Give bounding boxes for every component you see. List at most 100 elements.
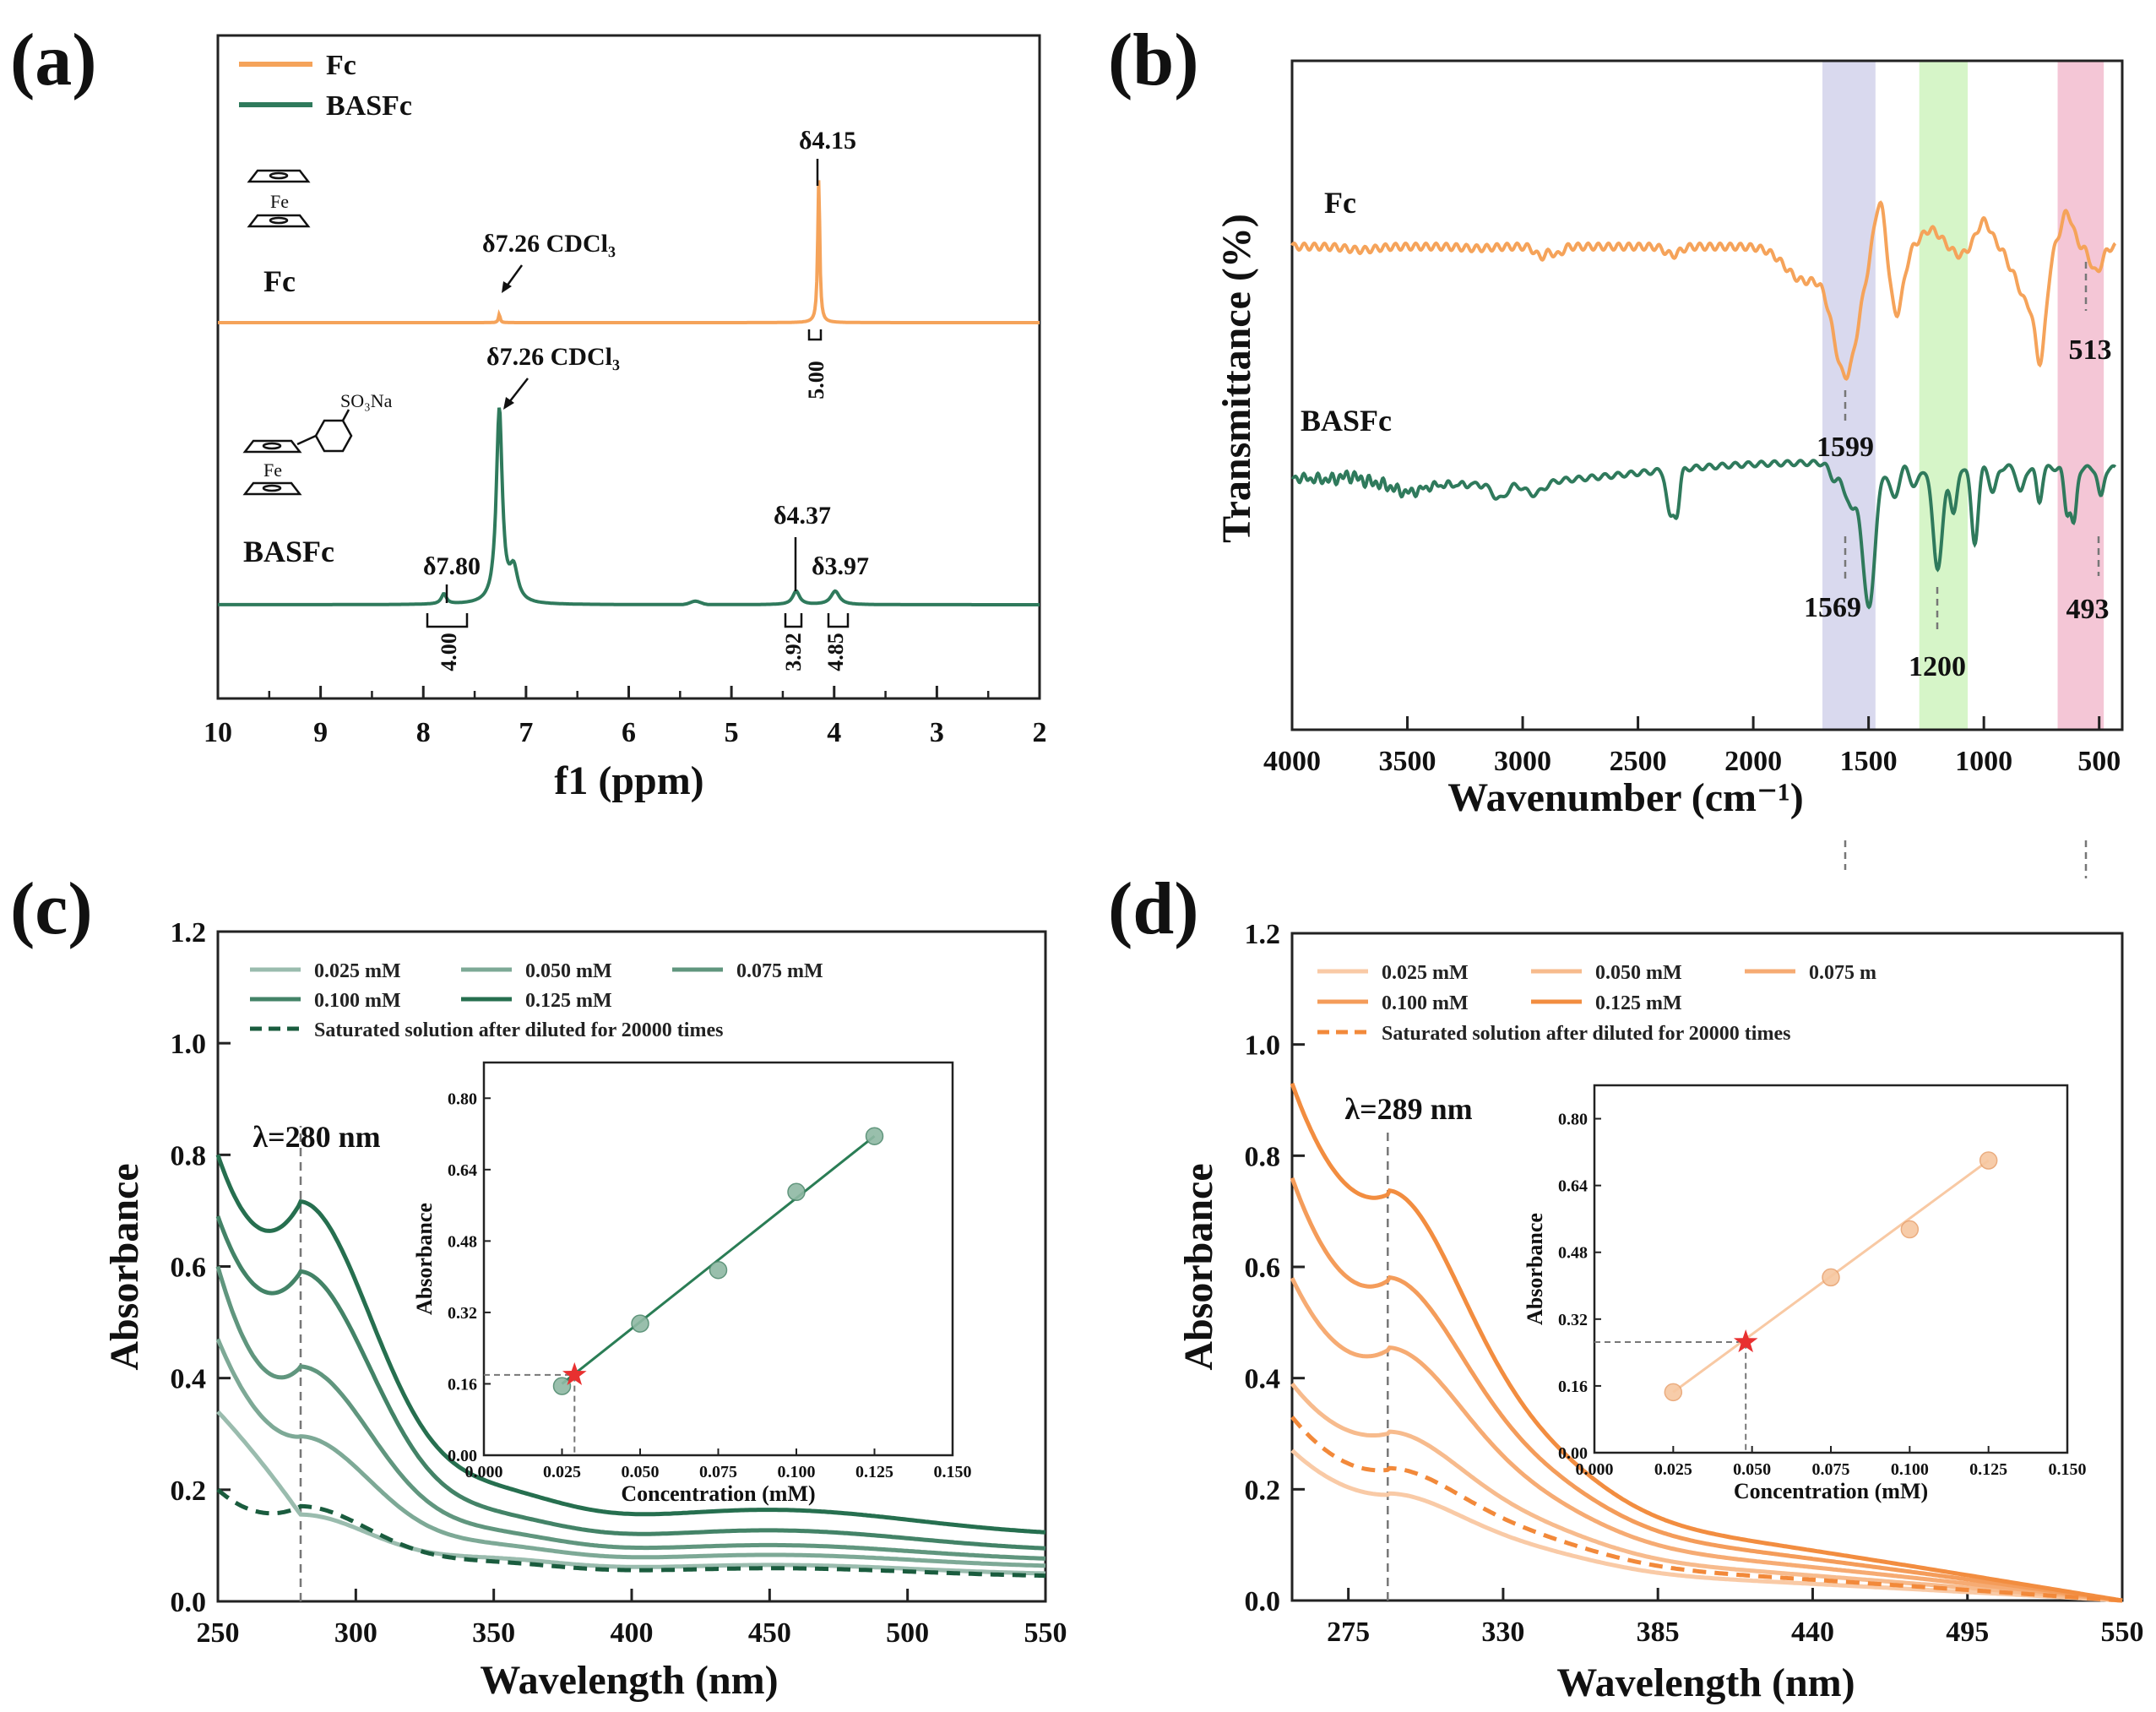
fc-peak-label: δ4.15 bbox=[799, 127, 856, 155]
d-inset-y-tick-label: 0.80 bbox=[1558, 1111, 1588, 1129]
c-x-tick-label: 250 bbox=[197, 1617, 240, 1649]
d-inset-x-tick-label: 0.000 bbox=[1576, 1460, 1614, 1479]
d-inset-star-marker bbox=[1733, 1329, 1758, 1353]
panel-d: (d) 275 330 385 440 495 550 0.0 0.2 0.4 0.6 0.8 1.… bbox=[1108, 868, 2144, 1705]
c-legend-label: 0.100 mM bbox=[314, 990, 401, 1012]
a-x-tick-label: 10 bbox=[204, 717, 232, 748]
c-x-tick-label: 400 bbox=[611, 1617, 654, 1649]
d-legend-label: 0.050 mM bbox=[1595, 962, 1682, 984]
peak-1599-label: 1599 bbox=[1817, 432, 1874, 463]
c-legend-label: 0.050 mM bbox=[525, 960, 612, 982]
c-inset-fit-line bbox=[561, 1135, 876, 1385]
b-x-tick-label: 1500 bbox=[1840, 746, 1898, 777]
panel-c-x-axis-title: Wavelength (nm) bbox=[480, 1658, 778, 1703]
panel-c-label: (c) bbox=[10, 868, 93, 950]
d-series-curve bbox=[1290, 1277, 2123, 1603]
c-inset-point bbox=[865, 1127, 884, 1145]
c-inset-x-tick-label: 0.000 bbox=[465, 1463, 503, 1481]
d-x-tick-label: 440 bbox=[1791, 1617, 1834, 1648]
integral-fc-415: 5.00 bbox=[804, 361, 828, 399]
d-inset-x-tick-label: 0.050 bbox=[1733, 1460, 1771, 1479]
d-inset-point bbox=[1664, 1383, 1683, 1402]
peak-493-label: 493 bbox=[2066, 594, 2110, 625]
c-x-tick-label: 350 bbox=[472, 1617, 515, 1649]
b-x-tick-label: 3500 bbox=[1379, 746, 1436, 777]
c-series-curve bbox=[216, 1487, 1045, 1579]
d-legend-label: Saturated solution after diluted for 200… bbox=[1382, 1023, 1790, 1045]
d-y-tick-label: 0.4 bbox=[1245, 1364, 1281, 1395]
panel-c-y-ticks: 0.0 0.2 0.4 0.6 0.8 1.0 1.2 bbox=[171, 917, 231, 1618]
d-inset-y-tick-label: 0.32 bbox=[1558, 1311, 1588, 1329]
c-inset-y-tick-label: 0.48 bbox=[448, 1232, 477, 1251]
legend-fc-label: Fc bbox=[326, 50, 356, 81]
c-legend-label: 0.075 mM bbox=[736, 960, 823, 982]
legend-basfc-label: BASFc bbox=[326, 90, 412, 122]
panel-c: (c) 250 300 350 400 450 500 550 0.00.20.40.60.… bbox=[10, 868, 1067, 1703]
peak-1569-label: 1569 bbox=[1804, 592, 1861, 623]
d-inset-y-tick-label: 0.16 bbox=[1558, 1378, 1588, 1396]
d-inset-y-tick-label: 0.64 bbox=[1558, 1177, 1588, 1196]
a-x-tick-label: 5 bbox=[725, 717, 739, 748]
panel-c-curves bbox=[215, 1154, 1046, 1579]
panel-d-label: (d) bbox=[1108, 868, 1199, 950]
peak-1200-label: 1200 bbox=[1909, 651, 1966, 682]
c-y-tick-label: 0.6 bbox=[171, 1253, 207, 1284]
c-y-tick-label: 0.8 bbox=[171, 1140, 207, 1171]
panel-b-label: (b) bbox=[1108, 19, 1199, 101]
panel-d-lambda-label: λ=289 nm bbox=[1344, 1092, 1472, 1126]
panel-d-y-axis-title: Absorbance bbox=[1176, 1163, 1221, 1370]
c-y-tick-label: 1.0 bbox=[171, 1029, 207, 1060]
panel-c-inset: 0.000 0.025 0.050 0.075 0.100 0.125 0.150 0.00 0… bbox=[412, 1061, 972, 1506]
d-legend-label: 0.025 mM bbox=[1382, 962, 1469, 984]
ferrocene-structure-icon bbox=[247, 169, 311, 228]
panel-d-y-ticks: 0.0 0.2 0.4 0.6 0.8 1.0 1.2 bbox=[1245, 919, 1305, 1617]
d-y-tick-label: 0.6 bbox=[1245, 1253, 1281, 1284]
d-inset-y-tick-label: 0.00 bbox=[1558, 1444, 1588, 1463]
c-inset-x-tick-label: 0.025 bbox=[543, 1463, 581, 1481]
panel-a-frame bbox=[216, 34, 1041, 700]
b-x-tick-label: 2500 bbox=[1610, 746, 1667, 777]
d-y-tick-label: 0.8 bbox=[1245, 1141, 1281, 1172]
c-y-tick-label: 0.2 bbox=[171, 1476, 207, 1507]
d-y-tick-label: 1.0 bbox=[1245, 1030, 1281, 1062]
c-inset-star-marker bbox=[562, 1361, 587, 1385]
d-inset-y-title: Absorbance bbox=[1523, 1213, 1547, 1325]
c-inset-x-tick-label: 0.100 bbox=[778, 1463, 816, 1481]
c-inset-x-tick-label: 0.075 bbox=[699, 1463, 737, 1481]
c-inset-y-tick-label: 0.64 bbox=[448, 1161, 477, 1180]
fc-ftir-label: Fc bbox=[1324, 186, 1356, 220]
fc-solvent-arrowhead bbox=[502, 281, 512, 293]
highlight-band bbox=[2057, 61, 2104, 730]
d-series-curve bbox=[1290, 1177, 2123, 1603]
c-y-tick-label: 0.4 bbox=[171, 1364, 207, 1395]
integral-basfc-437: 3.92 bbox=[781, 633, 806, 671]
basfc-so3na-label: SO₃Na bbox=[340, 390, 393, 411]
b-x-tick-label: 2000 bbox=[1724, 746, 1782, 777]
c-x-tick-label: 550 bbox=[1024, 1617, 1067, 1649]
a-x-tick-label: 6 bbox=[622, 717, 636, 748]
d-inset-point bbox=[1900, 1220, 1920, 1239]
integral-basfc-397: 4.85 bbox=[823, 633, 848, 671]
panel-d-inset: 0.000 0.025 0.050 0.075 0.100 0.125 0.150 0.00 0… bbox=[1523, 1084, 2087, 1503]
basfc-nmr-spectrum bbox=[218, 407, 1040, 606]
fc-ftir-spectrum bbox=[1290, 200, 2117, 381]
d-inset-x-tick-label: 0.100 bbox=[1891, 1460, 1929, 1479]
highlight-band bbox=[1919, 61, 1969, 730]
d-x-tick-label: 495 bbox=[1946, 1617, 1989, 1648]
d-series-curve bbox=[1290, 1416, 2123, 1603]
d-inset-y-tick-label: 0.48 bbox=[1558, 1244, 1588, 1263]
d-inset-star-guide bbox=[1594, 1341, 1747, 1453]
c-inset-point bbox=[709, 1260, 728, 1280]
basfc-fe-label: Fe bbox=[263, 459, 282, 481]
b-x-tick-label: 4000 bbox=[1263, 746, 1321, 777]
peak-guides bbox=[1844, 262, 2100, 878]
c-legend-label: 0.125 mM bbox=[525, 990, 612, 1012]
panel-c-legend: 0.025 mM 0.050 mM 0.075 mM 0.100 mM 0.125 mM… bbox=[250, 960, 823, 1041]
a-x-tick-label: 9 bbox=[313, 717, 328, 748]
panel-b-x-axis-title: Wavenumber (cm⁻¹) bbox=[1447, 775, 1803, 820]
panel-d-x-axis-title: Wavelength (nm) bbox=[1556, 1660, 1855, 1705]
basfc-spectrum-label: BASFc bbox=[243, 535, 334, 568]
panel-d-legend: 0.025 mM 0.050 mM 0.075 m 0.100 mM 0.125 mM S… bbox=[1317, 962, 1876, 1045]
b-x-tick-label: 500 bbox=[2077, 746, 2121, 777]
c-inset-point bbox=[787, 1182, 806, 1201]
